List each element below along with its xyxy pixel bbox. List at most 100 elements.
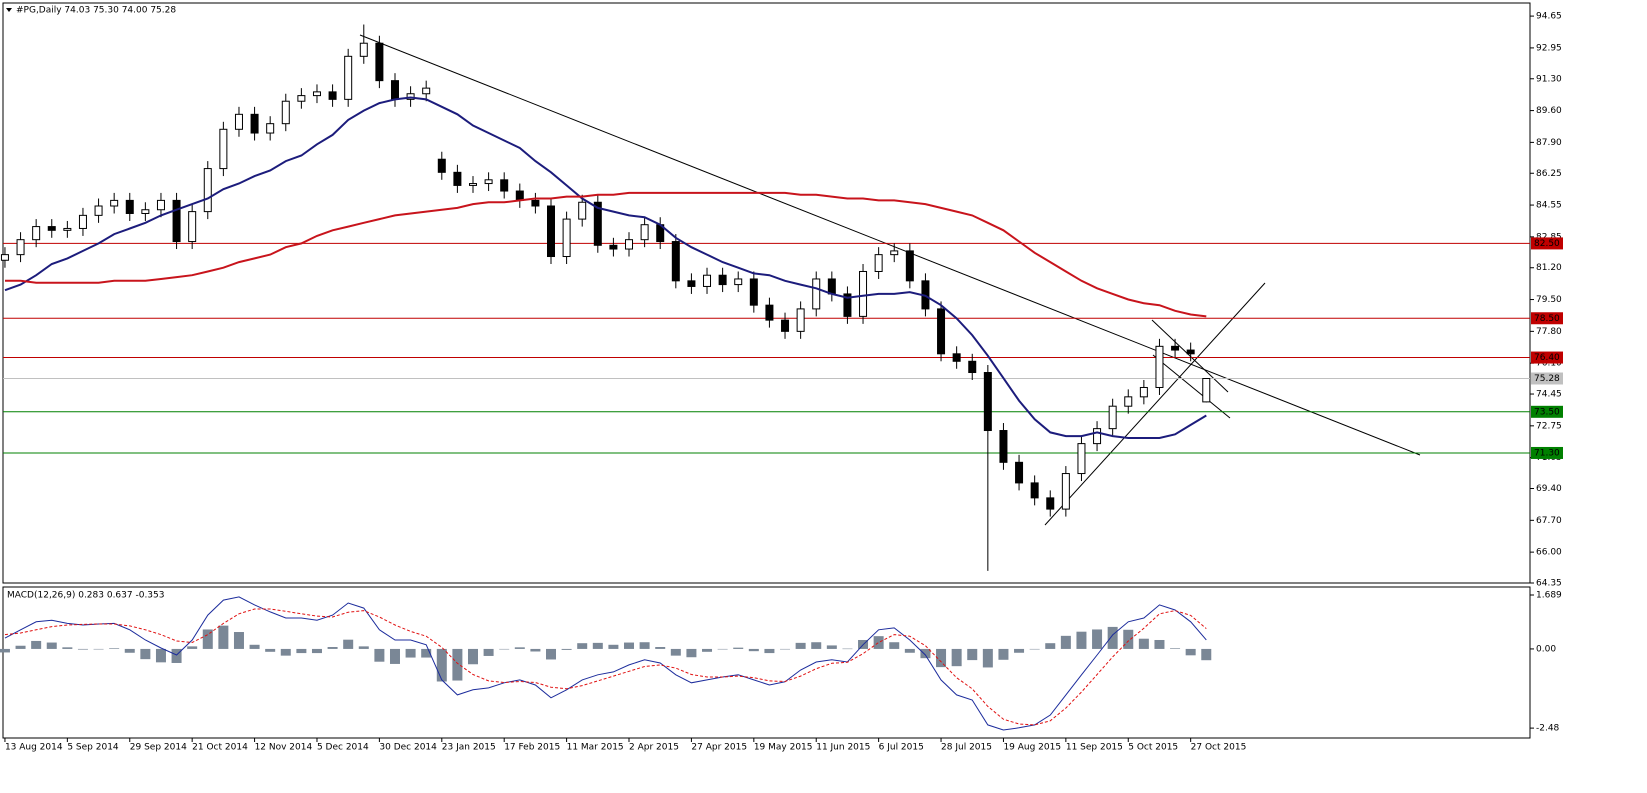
histogram-bar [936,648,947,668]
candle [1077,436,1086,482]
x-tick-label: 6 Jul 2015 [879,743,924,753]
moving-average [5,191,1207,318]
histogram-bar [140,648,151,660]
level-label-box [1531,372,1563,385]
candle-body [203,168,212,213]
histogram-bar [421,648,432,658]
histogram-bar [624,642,635,649]
x-tick-label: 30 Dec 2014 [379,743,437,753]
level-label: 71.30 [1534,448,1560,458]
channel-line [1151,319,1229,393]
candle-body [937,308,946,355]
candle-body [16,239,25,256]
candle [1124,389,1133,414]
candle [328,84,337,107]
candle [1061,466,1070,517]
candle-body [375,42,384,82]
candle-body [172,199,181,243]
candle-body [843,293,852,317]
histogram-bar [1138,638,1149,649]
histogram-bar [311,648,322,654]
candle-body [484,179,493,185]
x-tick-label: 27 Apr 2015 [691,743,747,753]
y-tick-label: 82.85 [1536,232,1562,242]
histogram-bar [967,648,978,661]
candle [781,312,790,339]
level-label: 76.40 [1534,353,1560,363]
candle [344,48,353,107]
candle-body [47,226,56,231]
histogram-bar [62,647,73,649]
histogram-bar [280,648,291,656]
candle-body [359,42,368,57]
candle-body [905,250,914,282]
candle-body [1171,345,1180,351]
candle-body [0,254,9,261]
candle-body [1046,497,1055,510]
candle [359,24,368,64]
level-label: 73.50 [1534,407,1560,417]
x-tick-label: 2 Apr 2015 [629,743,679,753]
candle-body [281,100,290,125]
x-tick-label: 11 Jun 2015 [816,743,870,753]
candle [1015,454,1024,491]
x-tick-label: 19 Aug 2015 [1003,743,1061,753]
level-label-box [1531,446,1563,459]
candle-body [94,205,103,216]
histogram-bar [717,648,728,650]
candle [687,273,696,294]
candle [562,211,571,264]
trend-line [359,34,1421,456]
histogram-bar [1092,629,1103,649]
level-label-box [1531,351,1563,364]
histogram-bar [795,642,806,649]
candle [905,243,914,289]
histogram-bar [233,632,244,649]
channel-line [1152,354,1231,419]
candle [765,297,774,328]
histogram-bar [686,648,697,658]
candle-body [125,199,134,214]
y-tick-label: 86.25 [1536,169,1562,179]
histogram-bar [358,646,369,649]
candle-body [983,372,992,432]
candle [671,234,680,289]
candle-body [219,128,228,170]
x-tick-label: 11 Sep 2015 [1066,743,1123,753]
candle [375,35,384,89]
y-tick-label: 64.35 [1536,579,1562,589]
x-tick-label: 17 Feb 2015 [504,743,560,753]
candle-body [63,227,72,231]
histogram-bar [982,648,993,668]
candle-body [1202,378,1211,403]
candle-body [765,304,774,321]
candle [703,267,712,294]
candle-body [1124,396,1133,407]
candle [156,192,165,218]
candle-body [344,55,353,100]
candle [547,198,556,264]
histogram-bar [343,639,354,649]
y-tick-label: 72.75 [1536,421,1562,431]
histogram-bar [155,648,166,663]
histogram-bar [561,648,572,650]
y-tick-label: 1.689 [1536,591,1562,601]
histogram-bar [1123,629,1134,649]
x-tick-label: 13 Aug 2014 [5,743,63,753]
candle-body [188,211,197,243]
macd-line [4,608,1207,726]
candle-body [625,239,634,250]
candle [422,80,431,102]
candle [796,301,805,339]
histogram-bar [124,648,135,653]
candle [1171,338,1180,358]
y-tick-label: 0.00 [1536,644,1556,654]
candle-body [687,280,696,287]
histogram-bar [530,648,541,652]
histogram-bar [748,648,759,652]
candle [890,243,899,263]
candle-body [609,244,618,250]
candle [312,84,321,104]
candle-body [390,80,399,100]
candle [531,192,540,214]
